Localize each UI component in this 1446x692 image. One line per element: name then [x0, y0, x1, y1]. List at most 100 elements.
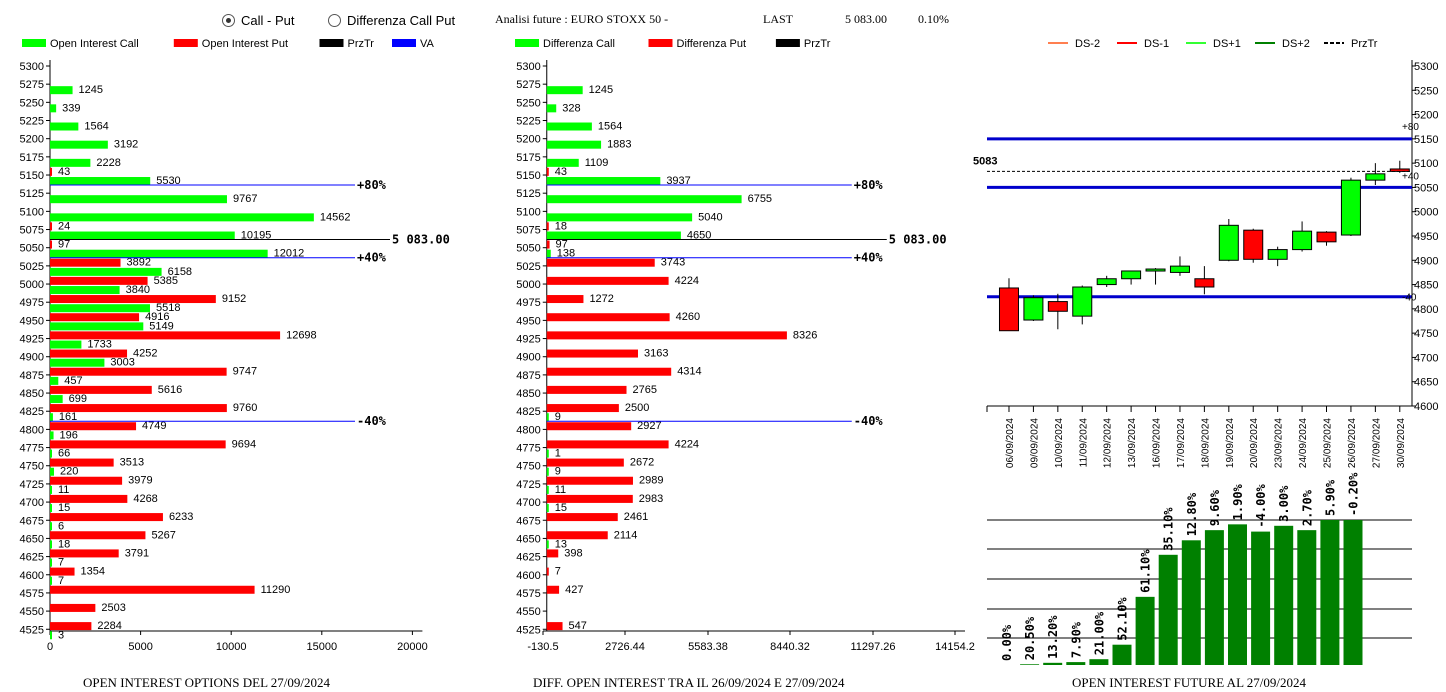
fut-y-label-4900: 4900	[1414, 255, 1438, 267]
oi-call-value-5075: 10195	[241, 230, 272, 242]
diff-put-value-4600: 427	[565, 584, 583, 596]
fut-x-label-6: 16/09/2024	[1152, 418, 1163, 468]
diff-call-bar-5250	[546, 104, 557, 113]
foi-bar-6	[1135, 596, 1155, 665]
foi-bar-label-10: 1.90%	[1231, 483, 1245, 520]
foi-bar-12	[1274, 525, 1294, 665]
diff-strike-label-4650: 4650	[516, 533, 540, 545]
radio-differenza[interactable]: Differenza Call Put	[328, 13, 455, 28]
oi-call-bar-4900	[50, 358, 105, 367]
fut-candle-body-6	[1145, 268, 1166, 272]
oi-strike-label-4550: 4550	[20, 606, 44, 618]
oi-legend-swatch-3	[392, 39, 416, 47]
diff-put-bar-4850	[546, 404, 619, 413]
oi-strike-label-5075: 5075	[20, 225, 44, 237]
diff-put-bar-4875	[546, 385, 627, 394]
diff-put-value-4750: 2989	[639, 475, 663, 487]
oi-call-value-5250: 339	[62, 102, 80, 114]
oi-legend-label-1: Open Interest Put	[202, 38, 288, 50]
oi-strike-label-5200: 5200	[20, 134, 44, 146]
diff-call-bar-5175	[546, 158, 579, 167]
oi-legend-swatch-0	[22, 39, 46, 47]
oi-ref-label-3: -40%	[357, 414, 387, 428]
last-label: LAST	[763, 12, 793, 26]
oi-call-bar-4950	[50, 322, 144, 331]
oi-call-value-4950: 5149	[149, 320, 173, 332]
oi-put-bar-4975	[50, 313, 140, 322]
oi-strike-label-5250: 5250	[20, 97, 44, 109]
oi-put-value-4600: 11290	[261, 584, 291, 596]
oi-strike-label-5225: 5225	[20, 116, 44, 128]
diff-put-bar-5175	[546, 167, 549, 176]
oi-call-value-5150: 5530	[156, 175, 180, 187]
oi-call-value-4825: 161	[59, 411, 77, 423]
diff-put-value-5100: 18	[555, 220, 567, 232]
diff-call-value-4825: 9	[555, 411, 561, 423]
oi-call-value-4650: 18	[58, 538, 70, 550]
oi-call-bar-5150	[50, 177, 151, 186]
oi-strike-label-4950: 4950	[20, 315, 44, 327]
oi-ref-label-0: +80%	[357, 178, 387, 192]
fut-x-label-5: 13/09/2024	[1127, 418, 1138, 468]
diff-strike-label-4800: 4800	[516, 424, 540, 436]
diff-put-bar-4925	[546, 349, 638, 358]
diff-call-bar-4775	[546, 449, 549, 458]
oi-x-tick-label-4: 20000	[397, 641, 428, 653]
oi-call-value-5000: 3840	[126, 284, 150, 296]
radio-differenza-label: Differenza Call Put	[347, 13, 456, 28]
last-change: 0.10%	[918, 12, 949, 26]
fut-candle-body-12	[1292, 230, 1313, 251]
diff-call-value-5275: 1245	[589, 84, 613, 96]
diff-put-bar-4975	[546, 313, 670, 322]
diff-strike-label-4775: 4775	[516, 443, 540, 455]
oi-strike-label-4750: 4750	[20, 461, 44, 473]
oi-strike-label-4725: 4725	[20, 479, 44, 491]
oi-call-value-4725: 11	[58, 484, 69, 496]
radio-call-put[interactable]: Call - Put	[222, 13, 294, 28]
diff-put-value-4650: 398	[564, 547, 582, 559]
oi-call-value-4925: 1733	[87, 339, 111, 351]
diff-strike-label-4700: 4700	[516, 497, 540, 509]
diff-put-value-4800: 4224	[675, 438, 699, 450]
diff-put-value-5075: 97	[556, 239, 568, 251]
oi-put-value-5000: 9152	[222, 293, 246, 305]
diff-strike-label-5150: 5150	[516, 170, 540, 182]
fut-x-label-10: 20/09/2024	[1249, 418, 1260, 468]
fut-x-label-9: 19/09/2024	[1225, 418, 1236, 468]
diff-put-value-5000: 1272	[589, 293, 613, 305]
foi-bar-label-1: 20.50%	[1023, 616, 1037, 660]
fut-x-label-11: 23/09/2024	[1274, 418, 1285, 468]
diff-put-bar-5075	[546, 240, 550, 249]
oi-strike-label-4700: 4700	[20, 497, 44, 509]
foi-bar-label-2: 13.20%	[1046, 615, 1060, 659]
fut-legend-label-4: PrzTr	[1351, 38, 1378, 50]
oi-call-value-4875: 457	[64, 375, 82, 387]
footer-diff-oi: DIFF. OPEN INTEREST TRA IL 26/09/2024 E …	[533, 675, 845, 690]
diff-put-value-4900: 4314	[677, 366, 701, 378]
fut-x-label-3: 11/09/2024	[1078, 418, 1089, 468]
fut-last-price-label: 5083	[973, 155, 997, 167]
oi-call-value-4750: 220	[60, 466, 78, 478]
oi-call-bar-4875	[50, 376, 59, 385]
oi-strike-label-5050: 5050	[20, 243, 44, 255]
fut-y-label-5200: 5200	[1414, 110, 1438, 122]
foi-bar-10	[1228, 524, 1247, 665]
diff-strike-label-5275: 5275	[516, 79, 540, 91]
diff-call-value-5200: 1883	[607, 139, 631, 151]
footer-future-oi: OPEN INTEREST FUTURE AL 27/09/2024	[1072, 675, 1307, 690]
fut-y-label-5250: 5250	[1414, 85, 1438, 97]
oi-put-value-5025: 5385	[154, 275, 178, 287]
foi-bar-label-11: -4.00%	[1254, 483, 1268, 527]
diff-call-value-4775: 1	[555, 448, 561, 460]
oi-strike-label-4875: 4875	[20, 370, 44, 382]
oi-put-value-4925: 4252	[133, 348, 157, 360]
diff-put-bar-5025	[546, 276, 669, 285]
diff-call-bar-4750	[546, 467, 549, 476]
diff-put-bar-4950	[546, 331, 787, 340]
oi-call-bar-5075	[50, 231, 235, 240]
oi-put-value-4675: 5267	[151, 529, 175, 541]
fut-x-label-0: 06/09/2024	[1005, 418, 1016, 468]
oi-call-value-4800: 196	[60, 429, 78, 441]
diff-call-value-4700: 15	[555, 502, 567, 514]
diff-strike-label-5300: 5300	[516, 61, 540, 73]
